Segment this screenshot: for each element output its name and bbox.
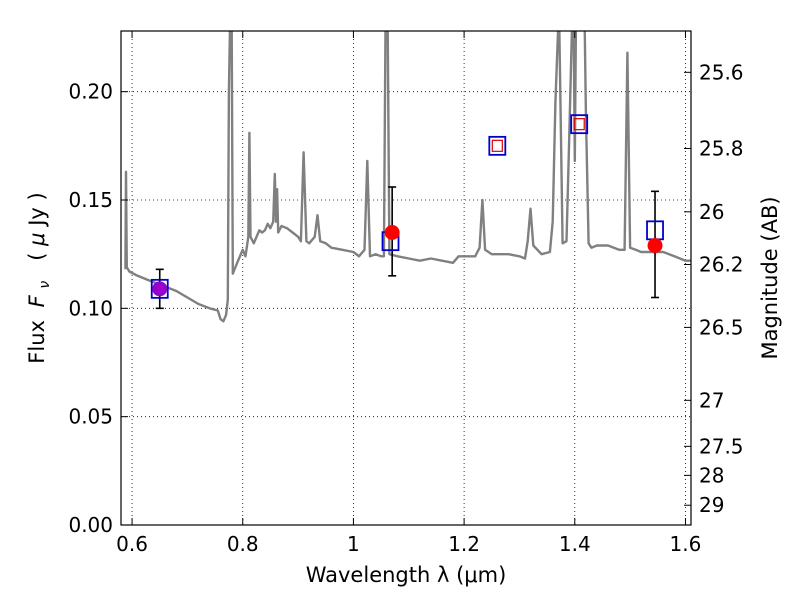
x-tick-label: 0.6 <box>116 532 148 556</box>
y-tick-label: 0.00 <box>68 513 113 537</box>
y-axis-label-unit-open: ( <box>25 253 49 275</box>
y2-tick-label: 25.8 <box>699 136 744 160</box>
y2-tick-label: 27.5 <box>699 434 744 458</box>
plot-frame <box>120 30 692 526</box>
plot-background <box>121 31 691 525</box>
y-axis-label: Flux F ν ( μ Jy ) <box>25 192 54 363</box>
observed-point <box>647 238 663 253</box>
y2-tick-label: 27 <box>699 388 724 412</box>
y2-tick-label: 26.2 <box>699 253 744 277</box>
ticks: 0.6 0.8 1 1.2 1.4 1.6 0.00 0.05 0.10 0.15 0.20 25.6… <box>68 31 744 556</box>
x-axis-label: Wavelength λ (μm) <box>306 563 507 587</box>
model-point-inner <box>573 118 585 131</box>
y-tick-label: 0.10 <box>68 296 113 320</box>
y2-axis-label: Magnitude (AB) <box>758 196 782 359</box>
observed-point <box>384 225 400 240</box>
x-tick-label: 1.6 <box>670 532 702 556</box>
y2-tick-label: 25.6 <box>699 60 744 84</box>
model-point <box>150 278 169 299</box>
y-axis-label-text: Flux <box>25 320 49 364</box>
model-point <box>488 135 507 156</box>
y2-tick-label: 29 <box>699 493 724 517</box>
y-axis-label-unit-rest: Jy ) <box>25 192 49 228</box>
observed-point <box>152 281 168 297</box>
spectrum-layer <box>124 31 691 323</box>
y-axis-label-subscript: ν <box>37 281 53 289</box>
model-point-inner <box>491 139 503 152</box>
y-axis-label-unit-mu: μ <box>25 232 49 246</box>
x-tick-label: 1 <box>347 532 360 556</box>
x-tick-label: 0.8 <box>227 532 259 556</box>
spectrum-line <box>124 31 691 323</box>
y2-tick-label: 28 <box>699 463 724 487</box>
y2-tick-label: 26 <box>699 200 724 224</box>
y-axis-label-symbol: F <box>25 294 49 307</box>
y-tick-label: 0.20 <box>68 80 113 104</box>
x-tick-label: 1.4 <box>559 532 591 556</box>
markers-layer <box>150 114 664 310</box>
y-tick-label: 0.05 <box>68 405 113 429</box>
y2-tick-label: 26.5 <box>699 315 744 339</box>
y-tick-label: 0.15 <box>68 188 113 212</box>
model-point <box>570 114 589 135</box>
x-tick-label: 1.2 <box>448 532 480 556</box>
